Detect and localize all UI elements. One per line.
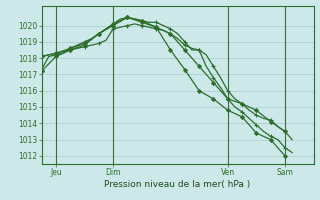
X-axis label: Pression niveau de la mer( hPa ): Pression niveau de la mer( hPa )	[104, 180, 251, 189]
